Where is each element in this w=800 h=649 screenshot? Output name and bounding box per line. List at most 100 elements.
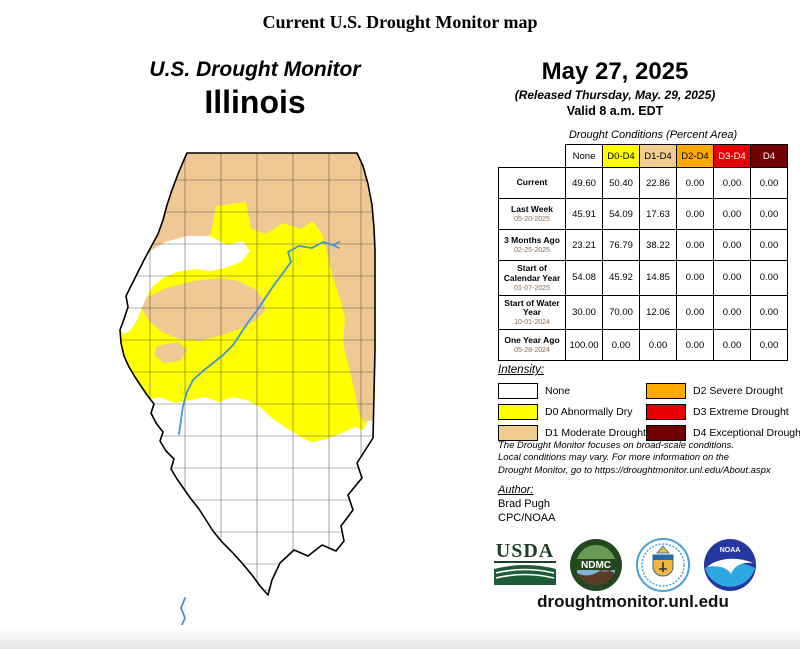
- cell-value: 0.00: [676, 198, 714, 230]
- cell-value: 0.00: [750, 167, 788, 199]
- cell-value: 0.00: [676, 260, 714, 296]
- cell-value: 0.00: [713, 294, 751, 331]
- author-name: Brad Pugh: [498, 498, 550, 510]
- released-date: (Released Thursday, May. 29, 2025): [514, 88, 716, 102]
- cell-value: 76.79: [602, 229, 640, 261]
- legend-title: Intensity:: [498, 364, 545, 376]
- d0-swatch-icon: [498, 404, 538, 420]
- cell-value: 70.00: [602, 294, 640, 331]
- row-label: Last Week: [511, 204, 553, 215]
- cell-value: 0.00: [676, 229, 714, 261]
- table-row: 3 Months Ago 02-25-2025 23.21 76.79 38.22…: [498, 229, 788, 261]
- cell-value: 45.91: [565, 198, 603, 230]
- cell-value: 50.40: [602, 167, 640, 199]
- legend-label: D1 Moderate Drought: [545, 427, 646, 439]
- disclaimer-line: Local conditions may vary. For more info…: [498, 452, 730, 464]
- cell-value: 0.00: [750, 198, 788, 230]
- table-corner-blank: [499, 145, 566, 168]
- page-title: Current U.S. Drought Monitor map: [262, 12, 538, 32]
- cell-value: 17.63: [639, 198, 677, 230]
- footer-url: droughtmonitor.unl.edu: [537, 592, 729, 611]
- map-d1-west-blob: [142, 278, 265, 341]
- col-header-none: None: [565, 144, 603, 168]
- row-date: 05-28-2024: [514, 346, 550, 354]
- col-header-d1-d4: D1-D4: [639, 144, 677, 168]
- row-label: One Year Ago: [504, 335, 560, 346]
- cell-value: 0.00: [676, 329, 714, 362]
- table-row: Start of Calendar Year 01-07-2025 54.08 4…: [498, 260, 788, 296]
- row-label: Start of Calendar Year: [503, 263, 561, 283]
- valid-time: Valid 8 a.m. EDT: [566, 104, 664, 118]
- disclaimer-line: Drought Monitor, go to https://droughtmo…: [498, 464, 771, 476]
- cell-value: 0.00: [713, 198, 751, 230]
- cell-value: 0.00: [713, 260, 751, 296]
- row-date: 10-01-2024: [514, 319, 550, 327]
- legend-label: D2 Severe Drought: [693, 385, 783, 397]
- cell-value: 0.00: [750, 260, 788, 296]
- author-block: Author: Brad Pugh CPC/NOAA: [498, 484, 555, 524]
- cell-value: 12.06: [639, 294, 677, 331]
- cell-value: 30.00: [565, 294, 603, 331]
- row-date: 02-25-2025: [514, 246, 550, 254]
- author-org: CPC/NOAA: [498, 512, 556, 524]
- cell-value: 0.00: [750, 229, 788, 261]
- legend-label: D4 Exceptional Drought: [693, 427, 800, 439]
- date-block: May 27, 2025 (Released Thursday, May. 29…: [460, 58, 770, 118]
- row-date: 01-07-2025: [514, 284, 550, 292]
- usda-wordmark: USDA: [494, 539, 556, 563]
- table-row: Current 49.60 50.40 22.86 0.00 0.00 0.00: [498, 167, 788, 199]
- cell-value: 54.08: [565, 260, 603, 296]
- legend-item-d0: D0 Abnormally Dry: [498, 402, 646, 422]
- noaa-wordmark: NOAA: [720, 547, 741, 554]
- col-header-d4: D4: [750, 144, 788, 168]
- table-row: Start of Water Year 10-01-2024 30.00 70.0…: [498, 294, 788, 331]
- ndmc-logo-icon: NDMC: [570, 539, 622, 591]
- col-header-d3-d4: D3-D4: [713, 144, 751, 168]
- noaa-logo-icon: NOAA: [704, 539, 756, 591]
- map-d1-small-blob: [154, 342, 187, 363]
- table-row: Last Week 05-20-2025 45.91 54.09 17.63 0.…: [498, 198, 788, 230]
- legend-item-none: None: [498, 381, 646, 401]
- legend-label: D3 Extreme Drought: [693, 406, 789, 418]
- table-header-row: None D0-D4 D1-D4 D2-D4 D3-D4 D4: [499, 144, 788, 168]
- cell-value: 0.00: [676, 167, 714, 199]
- map-header: U.S. Drought Monitor Illinois: [115, 58, 395, 121]
- table-row: One Year Ago 05-28-2024 100.00 0.00 0.00 …: [498, 329, 788, 362]
- map-title: U.S. Drought Monitor: [149, 58, 361, 81]
- cell-value: 38.22: [639, 229, 677, 261]
- map-none-hole: [120, 236, 250, 334]
- legend-label: D0 Abnormally Dry: [545, 406, 633, 418]
- legend-item-d1: D1 Moderate Drought: [498, 423, 646, 443]
- legend-label: None: [545, 385, 571, 397]
- author-heading: Author:: [498, 484, 534, 496]
- legend-item-d3: D3 Extreme Drought: [646, 402, 800, 422]
- cell-value: 45.92: [602, 260, 640, 296]
- cell-value: 0.00: [750, 294, 788, 331]
- cell-value: 49.60: [565, 167, 603, 199]
- d4-swatch-icon: [646, 425, 686, 441]
- cell-value: 0.00: [713, 229, 751, 261]
- illinois-outline: [119, 152, 376, 596]
- disclaimer-line: The Drought Monitor focuses on broad-sca…: [498, 440, 735, 451]
- cell-value: 0.00: [713, 167, 751, 199]
- cell-value: 22.86: [639, 167, 677, 199]
- d2-swatch-icon: [646, 383, 686, 399]
- map-state-name: Illinois: [204, 84, 306, 120]
- row-label: Current: [516, 177, 548, 188]
- row-label: Start of Water Year: [504, 297, 560, 318]
- cell-value: 100.00: [565, 329, 603, 362]
- ndmc-wordmark: NDMC: [581, 560, 611, 571]
- legend: Intensity: None D0 Abnormally Dry D1 Mod…: [498, 364, 800, 443]
- legend-item-d2: D2 Severe Drought: [646, 381, 800, 401]
- bottom-gradient-band: [0, 629, 800, 649]
- cell-value: 0.00: [639, 329, 677, 362]
- usda-logo-icon: USDA: [494, 541, 556, 590]
- cell-value: 23.21: [565, 229, 603, 261]
- cell-value: 14.85: [639, 260, 677, 296]
- d3-swatch-icon: [646, 404, 686, 420]
- none-swatch-icon: [498, 383, 538, 399]
- cell-value: 0.00: [713, 329, 751, 362]
- cell-value: 0.00: [602, 329, 640, 362]
- agency-logos: USDA NDMC: [494, 538, 757, 592]
